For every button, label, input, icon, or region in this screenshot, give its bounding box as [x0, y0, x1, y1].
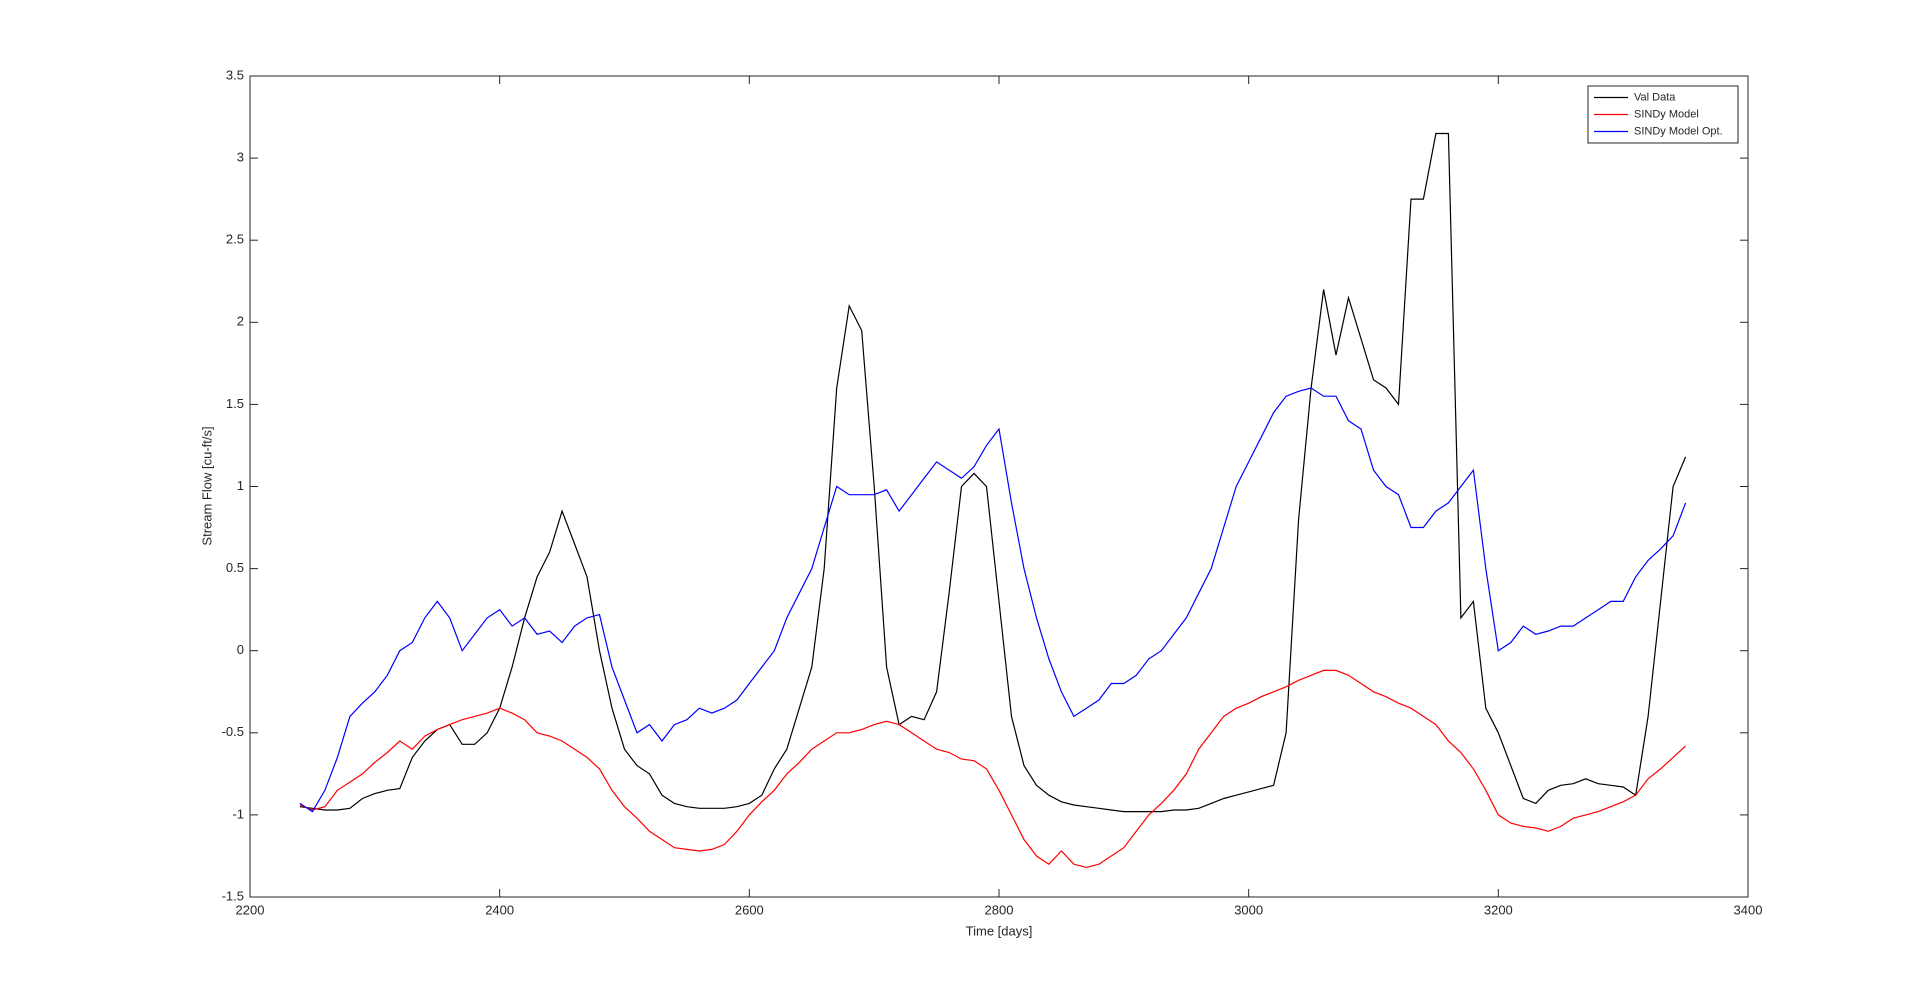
legend-label: SINDy Model Opt.	[1634, 125, 1723, 137]
y-tick-label: 0	[237, 642, 244, 657]
y-tick-label: -1	[232, 806, 244, 821]
x-tick-label: 3400	[1734, 902, 1763, 917]
series-line	[299, 669, 1687, 869]
x-tick-label: 2400	[485, 902, 514, 917]
x-tick-label: 2800	[985, 902, 1014, 917]
y-tick-label: 2.5	[226, 232, 244, 247]
series-line	[299, 132, 1687, 813]
legend: Val Data SINDy Model SINDy Model Opt.	[1587, 85, 1739, 144]
y-tick-label: 1.5	[226, 396, 244, 411]
y-tick-label: -0.5	[222, 724, 244, 739]
y-tick-label: 1	[237, 478, 244, 493]
y-tick-label: -1.5	[222, 888, 244, 903]
y-tick-label: 0.5	[226, 560, 244, 575]
x-axis-label: Time [days]	[966, 923, 1033, 938]
x-tick-label: 3200	[1484, 902, 1513, 917]
x-tick-label: 2600	[735, 902, 764, 917]
legend-label: SINDy Model	[1634, 108, 1699, 120]
x-tick-label: 3000	[1234, 902, 1263, 917]
y-tick-label: 2	[237, 314, 244, 329]
legend-label: Val Data	[1634, 91, 1676, 103]
y-tick-label: 3.5	[226, 67, 244, 82]
y-axis-label: Stream Flow [cu-ft/s]	[199, 426, 214, 545]
x-tick-label: 2200	[236, 902, 265, 917]
plot-box	[249, 75, 1749, 898]
y-tick-label: 3	[237, 150, 244, 165]
series-line	[299, 387, 1687, 813]
